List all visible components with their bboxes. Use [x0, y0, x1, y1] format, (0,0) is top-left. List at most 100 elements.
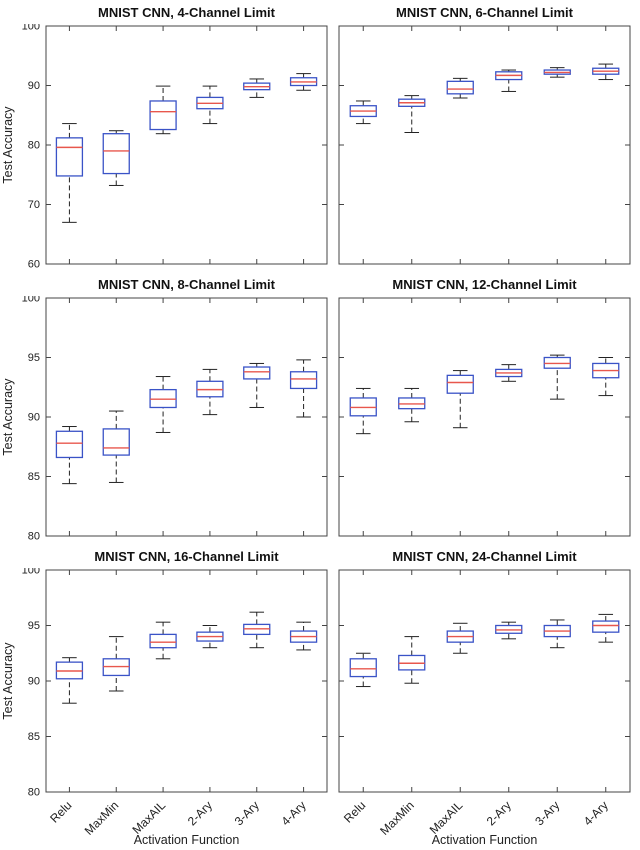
subplot-24-channel: MNIST CNN, 24-Channel Limit Relu MaxMin Ma…: [333, 544, 640, 850]
y-tick-label: 95: [28, 352, 40, 364]
plot-frame: [338, 569, 631, 793]
box-plot-MaxMin: [102, 636, 130, 692]
subplot-title: MNIST CNN, 4-Channel Limit: [98, 5, 275, 20]
subplot-title: MNIST CNN, 8-Channel Limit: [98, 277, 275, 292]
y-tick-label: 100: [22, 568, 40, 577]
x-axis: [362, 298, 607, 536]
y-tick-label: 100: [22, 24, 40, 33]
subplot-12-channel: MNIST CNN, 12-Channel Limit: [333, 272, 640, 544]
box-plot-2-Ary: [196, 368, 224, 416]
plot-frame: [338, 297, 631, 537]
box-plot-2-Ary: [196, 625, 224, 649]
x-axis-label: Activation Function: [134, 833, 240, 847]
subplot-4-channel: MNIST CNN, 4-Channel Limit 60 70 80 90 100 Te…: [0, 0, 333, 272]
y-tick-label: 80: [28, 140, 40, 152]
box-plot-3-Ary: [543, 67, 571, 78]
boxes: [55, 73, 318, 223]
boxes: [55, 359, 318, 485]
box-plot-MaxAIL: [446, 77, 474, 99]
box-plot-MaxAIL: [149, 376, 177, 433]
x-tick-label: MaxAIL: [130, 798, 169, 837]
x-tick-label: 2-Ary: [484, 798, 514, 828]
x-axis: [68, 298, 305, 536]
boxes: [349, 354, 620, 435]
boxes: [55, 611, 318, 704]
boxplot-canvas-4-channel: 60 70 80 90 100 Test Accuracy: [1, 24, 328, 271]
x-tick-label: 4-Ary: [581, 798, 611, 828]
box-plot-MaxAIL: [149, 85, 177, 135]
y-axis-label: Test Accuracy: [1, 378, 15, 456]
box-plot-MaxAIL: [446, 622, 474, 654]
box-plot-MaxMin: [398, 387, 426, 423]
y-tick-label: 85: [28, 471, 40, 483]
subplot-title: MNIST CNN, 12-Channel Limit: [392, 277, 577, 292]
x-tick-label: Relu: [341, 798, 368, 825]
y-tick-label: 90: [28, 412, 40, 424]
y-axis-label: Test Accuracy: [1, 106, 15, 184]
box-plot-4-Ary: [289, 359, 318, 418]
subplot-8-channel: MNIST CNN, 8-Channel Limit 80 85 90 95 100 Te…: [0, 272, 333, 544]
x-axis: [362, 570, 607, 792]
x-tick-label: 3-Ary: [232, 798, 262, 828]
box-plot-3-Ary: [243, 611, 271, 649]
box-plot-3-Ary: [543, 354, 571, 400]
figure-row-2: MNIST CNN, 8-Channel Limit 80 85 90 95 100 Te…: [0, 272, 640, 544]
y-axis: [339, 25, 630, 265]
box-plot-Relu: [55, 657, 84, 704]
y-tick-label: 60: [28, 259, 40, 271]
box-plot-MaxAIL: [446, 370, 474, 429]
y-axis: 80 85 90 95 100: [22, 568, 327, 799]
boxplot-canvas-24-channel: Relu MaxMin MaxAIL 2-Ary 3-Ary 4-Ary Activatio…: [338, 569, 631, 847]
y-axis: 60 70 80 90 100: [22, 24, 327, 271]
figure-row-1: MNIST CNN, 4-Channel Limit 60 70 80 90 100 Te…: [0, 0, 640, 272]
box-plot-MaxMin: [102, 130, 130, 186]
figure-row-3: MNIST CNN, 16-Channel Limit 80 85 90 95 100 R…: [0, 544, 640, 850]
box-plot-MaxAIL: [149, 621, 177, 660]
y-tick-label: 70: [28, 199, 40, 211]
x-tick-label: 2-Ary: [185, 798, 215, 828]
plot-frame: [45, 25, 328, 265]
boxplot-canvas-8-channel: 80 85 90 95 100 Test Accuracy: [1, 296, 328, 543]
box-plot-2-Ary: [196, 85, 224, 125]
x-axis: [362, 26, 607, 264]
box-plot-4-Ary: [592, 63, 620, 81]
box-plot-Relu: [349, 100, 377, 125]
boxes: [349, 613, 620, 688]
subplot-title: MNIST CNN, 24-Channel Limit: [392, 549, 577, 564]
box-plot-Relu: [55, 123, 84, 223]
boxplot-canvas-6-channel: [338, 25, 631, 265]
x-tick-labels: Relu MaxMin MaxAIL 2-Ary 3-Ary 4-Ary: [47, 798, 309, 838]
box-plot-4-Ary: [592, 357, 620, 397]
y-tick-label: 95: [28, 620, 40, 632]
subplot-title: MNIST CNN, 6-Channel Limit: [396, 5, 573, 20]
y-tick-label: 90: [28, 676, 40, 688]
x-tick-labels: Relu MaxMin MaxAIL 2-Ary 3-Ary 4-Ary: [341, 798, 611, 838]
box-plot-3-Ary: [243, 362, 271, 408]
box-plot-Relu: [55, 426, 84, 485]
y-axis-label: Test Accuracy: [1, 642, 15, 720]
subplot-6-channel: MNIST CNN, 6-Channel Limit: [333, 0, 640, 272]
boxes: [349, 63, 620, 134]
y-tick-label: 90: [28, 80, 40, 92]
box-plot-2-Ary: [495, 69, 523, 92]
box-plot-2-Ary: [495, 621, 523, 640]
box-plot-MaxMin: [102, 410, 130, 483]
box-plot-MaxMin: [398, 95, 426, 134]
y-axis: [339, 297, 630, 537]
box-plot-3-Ary: [243, 78, 271, 98]
box-plot-3-Ary: [543, 619, 571, 649]
x-axis: [68, 570, 305, 792]
x-tick-label: MaxAIL: [427, 798, 466, 837]
plot-frame: [45, 569, 328, 793]
plot-frame: [338, 25, 631, 265]
plot-frame: [45, 297, 328, 537]
x-tick-label: MaxMin: [82, 798, 122, 838]
box-plot-MaxMin: [398, 636, 426, 684]
box-plot-Relu: [349, 652, 377, 688]
y-tick-label: 80: [28, 787, 40, 799]
y-axis: 80 85 90 95 100: [22, 296, 327, 543]
boxplot-canvas-12-channel: [338, 297, 631, 537]
subplot-16-channel: MNIST CNN, 16-Channel Limit 80 85 90 95 100 R…: [0, 544, 333, 850]
x-tick-label: MaxMin: [377, 798, 417, 838]
